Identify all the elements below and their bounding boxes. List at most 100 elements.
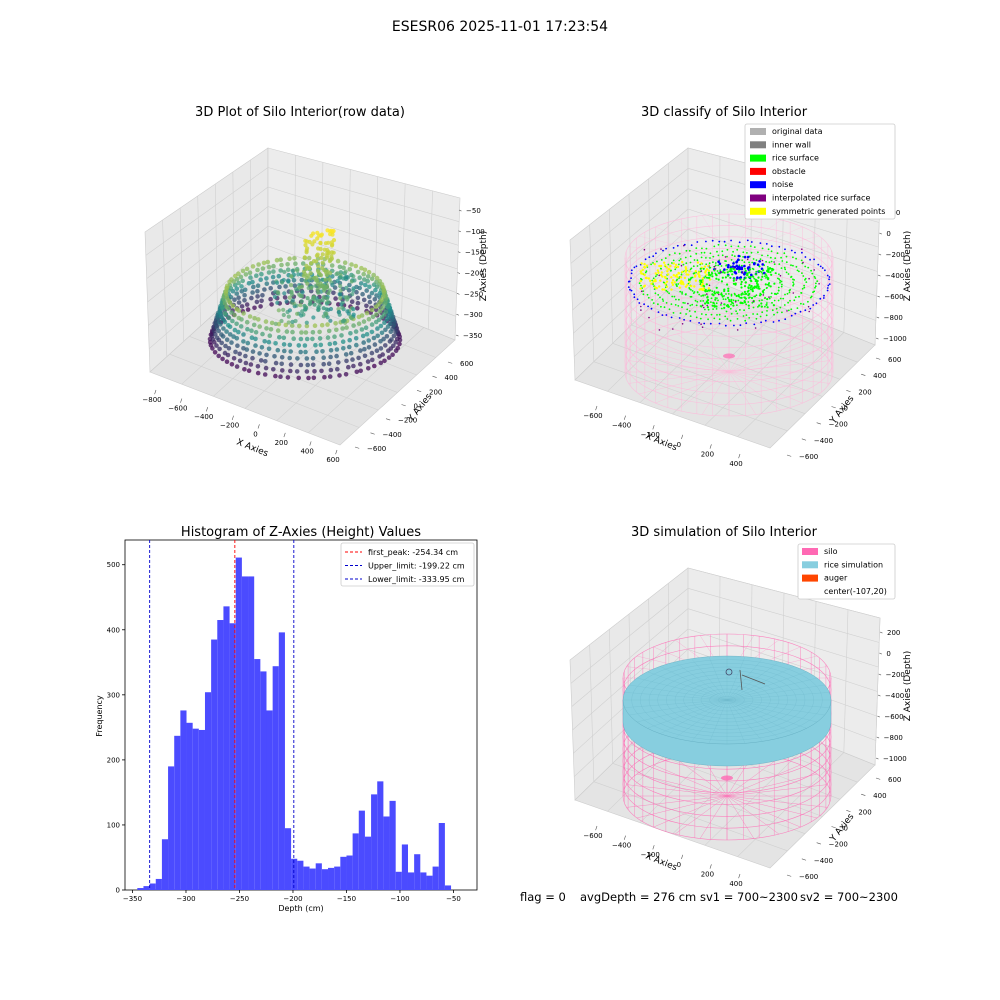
tick-mark (875, 337, 879, 340)
histogram-x-ticks: −350 −300 −250 −200 −150 −100 −50 (123, 890, 461, 903)
tick-mark (447, 361, 453, 364)
tick-mark (457, 251, 461, 253)
legend-swatch (750, 141, 766, 149)
legend-label: obstacle (772, 167, 806, 176)
tick-label: −150 (465, 249, 484, 257)
histogram-bar (235, 557, 242, 890)
simulation-z-axis-label: Z Axies (Depth) (903, 651, 913, 722)
tick-label: −800 (142, 396, 161, 404)
classify-3d-panel: 3D classify of Silo Interior −600 −400 −20… (569, 105, 913, 468)
tick-label: −300 (464, 311, 483, 319)
legend-swatch (750, 207, 766, 215)
tick-mark (816, 422, 821, 425)
legend-label: rice surface (772, 154, 819, 163)
tick-mark (709, 444, 712, 449)
histogram-bar (297, 860, 304, 890)
tick-mark (432, 375, 437, 378)
tick-label: −100 (390, 895, 409, 903)
histogram-title: Histogram of Z-Axies (Height) Values (181, 525, 421, 540)
histogram-bar (438, 822, 445, 890)
simulation-rice-surface (622, 655, 832, 781)
tick-mark (876, 736, 880, 739)
tick-mark (385, 418, 391, 421)
raw-panel-title: 3D Plot of Silo Interior(row data) (195, 105, 405, 120)
histogram-bar (278, 632, 285, 890)
histogram-bar (217, 620, 224, 890)
histogram-bar (223, 606, 230, 890)
tick-mark (875, 777, 881, 780)
tick-label: −200 (886, 251, 905, 259)
tick-label: −800 (884, 314, 903, 322)
legend-label: symmetric generated points (772, 207, 885, 216)
figure-title: ESESR06 2025-11-01 17:23:54 (392, 19, 608, 35)
legend-swatch (802, 561, 818, 569)
tick-label: −50 (446, 895, 461, 903)
histogram-bar (155, 878, 162, 890)
tick-label: 600 (326, 456, 339, 464)
tick-label: 200 (701, 450, 714, 458)
histogram-bar (161, 839, 169, 890)
tick-mark (709, 864, 712, 869)
tick-label: 200 (887, 629, 900, 637)
tick-label: 200 (107, 756, 120, 764)
histogram-bar (229, 623, 236, 890)
status-avg-depth: avgDepth = 276 cm (580, 890, 696, 904)
tick-mark (401, 404, 406, 407)
tick-label: −600 (799, 453, 818, 461)
histogram-bar (137, 888, 144, 890)
histogram-bar (377, 781, 384, 890)
legend-swatch (750, 154, 766, 162)
histogram-y-ticks: 0 100 200 300 400 500 (107, 561, 125, 895)
histogram-bar (266, 710, 273, 890)
tick-label: −400 (383, 431, 402, 439)
tick-label: 400 (729, 880, 742, 888)
tick-label: 400 (300, 447, 313, 455)
tick-label: −600 (583, 832, 602, 840)
tick-mark (846, 810, 851, 813)
legend-label: rice simulation (824, 560, 883, 569)
tick-mark (231, 415, 234, 421)
tick-label: −600 (884, 293, 903, 301)
histogram-bar (358, 810, 365, 890)
legend-label: inner wall (772, 140, 811, 149)
legend-label: auger (824, 574, 848, 583)
tick-label: 0 (677, 441, 681, 449)
legend-label: original data (772, 127, 823, 136)
tick-label: −100 (466, 228, 485, 236)
tick-mark (801, 858, 807, 861)
status-flag: flag = 0 (520, 890, 566, 904)
tick-label: −200 (283, 895, 302, 903)
histogram-legend: first_peak: -254.34 cm Upper_limit: -199.… (340, 542, 475, 587)
tick-mark (370, 432, 375, 435)
tick-label: 600 (888, 776, 901, 784)
histogram-bar (254, 659, 261, 890)
histogram-bar (328, 867, 335, 890)
tick-label: −200 (829, 841, 848, 849)
tick-mark (877, 715, 880, 718)
tick-label: 600 (460, 360, 473, 368)
tick-label: 0 (116, 887, 120, 895)
histogram-bar (352, 833, 359, 890)
legend-label: center(-107,20) (824, 587, 887, 596)
histogram-bar (272, 666, 279, 890)
raw-x-ticks: −800 −600 −400 −200 0 200 400 600 (142, 389, 340, 464)
tick-label: 0 (677, 861, 681, 869)
tick-label: 400 (445, 374, 458, 382)
legend-swatch (750, 181, 766, 189)
histogram-bar (414, 854, 421, 890)
tick-mark (816, 842, 821, 845)
histogram-bar (420, 872, 427, 890)
raw-point-cloud (207, 228, 403, 381)
tick-label: −400 (814, 437, 833, 445)
legend-label: first_peak: -254.34 cm (368, 548, 458, 557)
histogram-reference-lines (149, 540, 295, 890)
tick-label: −400 (194, 413, 213, 421)
histogram-bar (180, 710, 187, 890)
tick-mark (354, 446, 360, 449)
tick-label: 400 (107, 626, 120, 634)
status-sv2: sv2 = 700~2300 (800, 890, 898, 904)
